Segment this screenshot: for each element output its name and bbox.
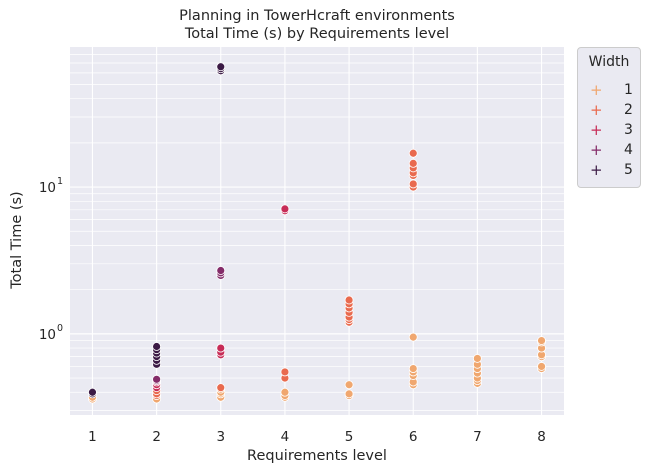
legend-label: 5 xyxy=(624,162,633,178)
x-tick-label: 2 xyxy=(152,429,161,445)
legend-item: + 3 xyxy=(578,120,640,140)
x-tick-label: 3 xyxy=(216,429,225,445)
legend: Width + 1 + 2 + 3 + 4 + 5 xyxy=(577,47,641,188)
data-point-width-1 xyxy=(472,354,482,363)
x-tick-label: 4 xyxy=(281,429,290,445)
data-point-width-5 xyxy=(216,62,226,72)
data-point-width-2 xyxy=(216,383,226,393)
x-tick-label: 7 xyxy=(473,429,482,445)
legend-label: 1 xyxy=(624,82,633,98)
x-tick-label: 5 xyxy=(345,429,354,445)
data-point-width-1 xyxy=(537,362,546,371)
data-point-width-4 xyxy=(216,266,226,275)
y-tick-label: 10 xyxy=(39,327,56,343)
data-point-width-1 xyxy=(344,389,354,399)
x-tick-label: 6 xyxy=(409,429,418,445)
legend-title: Width xyxy=(588,54,630,70)
plus-marker-icon: + xyxy=(590,81,603,99)
data-point-width-5 xyxy=(152,342,162,351)
chart-title: Planning in TowerHcraft environments xyxy=(179,8,455,24)
y-axis-label: Total Time (s) xyxy=(9,191,25,289)
x-tick-label: 8 xyxy=(537,429,546,445)
y-tick-exponent: 1 xyxy=(57,176,63,187)
data-point-width-2 xyxy=(408,158,418,168)
data-point-width-1 xyxy=(408,332,418,342)
data-point-width-2 xyxy=(408,148,418,158)
legend-item: + 1 xyxy=(578,80,640,100)
data-point-width-1 xyxy=(537,336,546,345)
data-point-width-3 xyxy=(216,343,226,353)
plus-marker-icon: + xyxy=(590,101,603,119)
y-tick-label: 10 xyxy=(39,180,56,196)
legend-label: 2 xyxy=(624,102,633,118)
plus-marker-icon: + xyxy=(590,161,603,179)
data-point-width-3 xyxy=(280,204,290,214)
legend-label: 3 xyxy=(624,122,633,138)
data-point-width-2 xyxy=(344,295,354,305)
data-point-width-2 xyxy=(408,179,418,189)
x-axis-label: Requirements level xyxy=(247,448,387,464)
data-point-width-5 xyxy=(88,387,97,397)
data-point-width-2 xyxy=(280,367,290,377)
data-point-width-1 xyxy=(280,387,290,397)
y-tick-exponent: 0 xyxy=(57,323,63,334)
legend-label: 4 xyxy=(624,142,633,158)
x-tick-label: 1 xyxy=(88,429,97,445)
chart-subtitle: Total Time (s) by Requirements level xyxy=(184,26,450,42)
data-point-width-1 xyxy=(344,380,354,390)
data-points xyxy=(88,62,546,404)
legend-item: + 4 xyxy=(578,140,640,160)
plus-marker-icon: + xyxy=(590,141,603,159)
x-tick-labels: 1 2 3 4 5 6 7 8 xyxy=(88,429,546,445)
legend-item: + 2 xyxy=(578,100,640,120)
data-point-width-4 xyxy=(152,374,162,384)
data-point-width-1 xyxy=(408,364,418,373)
legend-item: + 5 xyxy=(578,160,640,180)
plus-marker-icon: + xyxy=(590,121,603,139)
